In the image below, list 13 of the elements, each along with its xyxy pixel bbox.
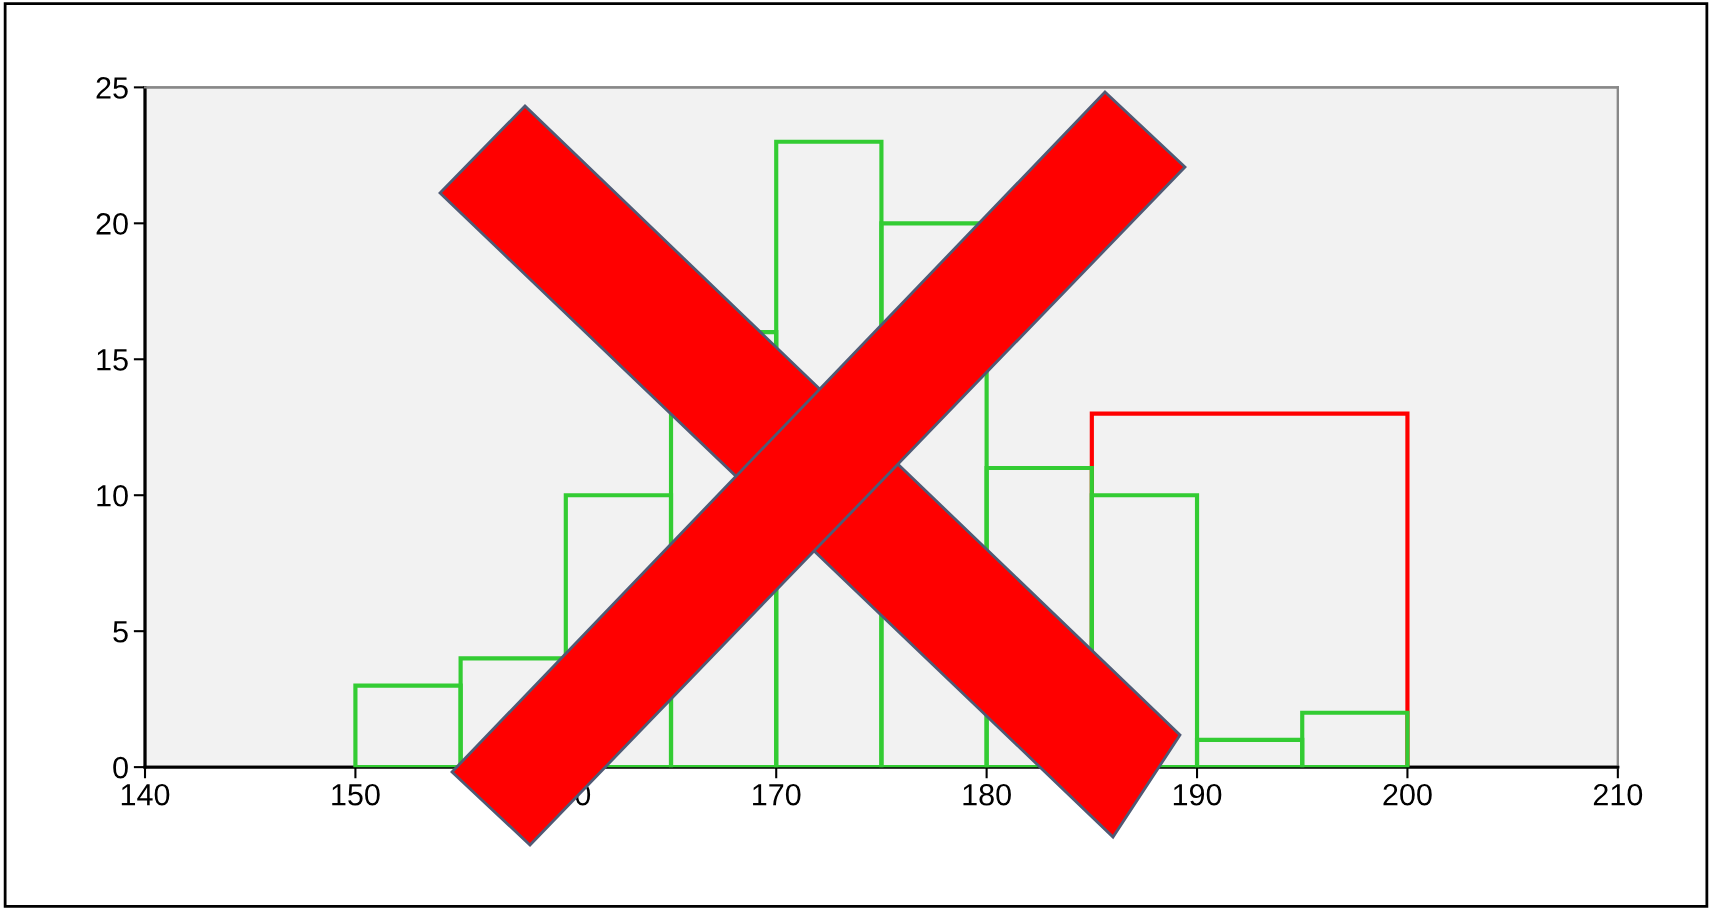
x-tick-label: 210 <box>1593 783 1643 806</box>
y-tick-label: 20 <box>96 213 128 235</box>
x-tick-label: 140 <box>121 783 170 806</box>
y-tick-label: 5 <box>113 621 128 643</box>
y-tick-label: 15 <box>97 349 128 371</box>
x-tick-label: 170 <box>753 783 801 806</box>
x-tick-label: 190 <box>1173 783 1222 806</box>
y-tick-label: 25 <box>96 77 128 99</box>
x-tick-label: 200 <box>1383 783 1432 806</box>
x-tick-label: 150 <box>332 783 380 806</box>
y-tick-label: 0 <box>113 756 128 779</box>
x-tick-label: 180 <box>963 783 1011 806</box>
y-tick-label: 10 <box>97 484 128 507</box>
